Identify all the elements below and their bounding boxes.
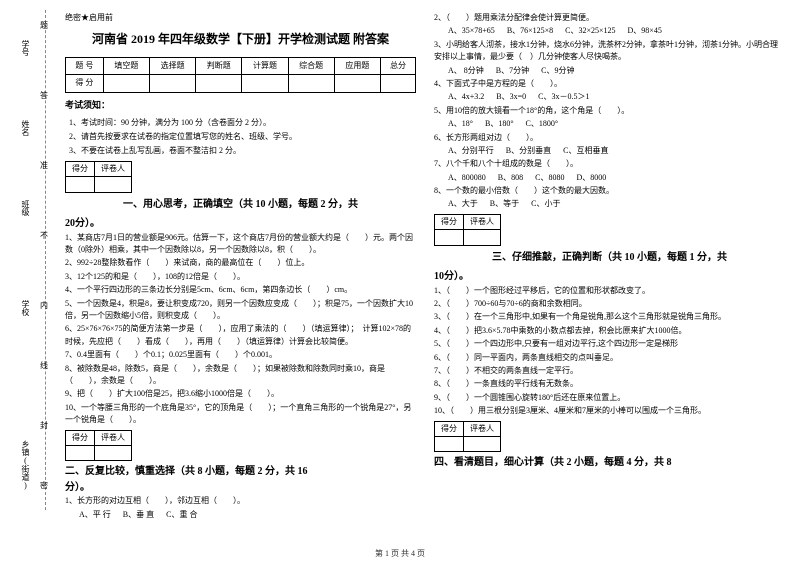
- seal-char-2: 准: [40, 160, 48, 171]
- score-h-3: 判断题: [196, 57, 242, 74]
- notice-2: 2、请首先按要求在试卷的指定位置填写您的姓名、班级、学号。: [69, 131, 416, 143]
- s1-q5: 5、一个因数是4，积是8，要让积变成720，则另一个因数应变成（ ）；积是75，…: [65, 298, 416, 323]
- s1-q1: 1、某商店7月1日的营业额是906元。估算一下，这个商店7月份的营业额大约是（ …: [65, 232, 416, 257]
- notice-3: 3、不要在试卷上乱写乱画，卷面不整洁扣 2 分。: [69, 145, 416, 157]
- s2-q1: 1、长方形的对边互相（ ），邻边互相（ ）。: [65, 495, 416, 507]
- section-3-head-a: 三、仔细推敲，正确判断（共 10 小题，每题 1 分，共: [434, 250, 785, 266]
- section-2-head-b: 分）。: [65, 480, 416, 496]
- score-h-4: 计算题: [242, 57, 288, 74]
- s3-q1: 1、（ ）一个图形经过平移后，它的位置和形状都改变了。: [434, 285, 785, 297]
- s1-q2: 2、992÷28整除数看作（ ）来试商，商的最高位在（ ）位上。: [65, 257, 416, 269]
- seal-char-0: 题: [40, 20, 48, 31]
- s3-q5: 5、（ ）一个四边形中,只要有一组对边平行,这个四边形一定是梯形: [434, 338, 785, 350]
- section-1-head-b: 20分）。: [65, 216, 416, 232]
- mini-score-3: 得分评卷人: [434, 214, 501, 246]
- s3-q3: 3、（ ）在一个三角形中,如果有一个角是锐角,那么这个三角形就是锐角三角形。: [434, 311, 785, 323]
- seal-char-1: 答: [40, 90, 48, 101]
- s3-q8: 8、（ ）一条直线的平行线有无数条。: [434, 378, 785, 390]
- score-h-7: 总分: [380, 57, 415, 74]
- score-h-1: 填空题: [103, 57, 149, 74]
- s3-q9: 9、（ ）一个圆锥围心旋转180°后还在原来位置上。: [434, 392, 785, 404]
- section-4-head: 四、看清题目，细心计算（共 2 小题，每题 4 分，共 8: [434, 457, 672, 468]
- score-row-label: 得 分: [66, 75, 104, 92]
- s2-q4: 4、下面式子中是方程的是（ ）。: [434, 78, 785, 90]
- secret-label: 绝密★启用前: [65, 12, 416, 24]
- binding-label-xuehao: 学号: [20, 40, 31, 56]
- s1-q6: 6、25×76×76×75的简便方法第一步是（ ），应用了乘法的（ ）（填运算律…: [65, 323, 416, 348]
- s3-q2: 2、（ ）700÷60与70÷6的商和余数相同。: [434, 298, 785, 310]
- score-h-0: 题 号: [66, 57, 104, 74]
- s1-q3: 3、12个125的和是（ ），108的12倍是（ ）。: [65, 271, 416, 283]
- score-h-2: 选择题: [149, 57, 195, 74]
- s1-q4: 4、一个平行四边形的三条边长分别是5cm、6cm、6cm，第四条边长（ ）cm。: [65, 284, 416, 296]
- binding-label-xuexiao: 学校: [20, 300, 31, 316]
- binding-label-banji: 班级: [20, 200, 31, 216]
- binding-label-xiangzhen: 乡镇(街道): [20, 440, 31, 490]
- page-footer: 第 1 页 共 4 页: [0, 548, 800, 559]
- s1-q7: 7、0.4里面有（ ）个0.1；0.025里面有（ ）个0.001。: [65, 349, 416, 361]
- s2-q3: 3、小明给客人沏茶，接水1分钟，烧水6分钟，洗茶杯2分钟，拿茶叶1分钟，沏茶1分…: [434, 39, 785, 64]
- page-title: 河南省 2019 年四年级数学【下册】开学检测试题 附答案: [65, 30, 416, 49]
- section-1-head-a: 一、用心思考，正确填空（共 10 小题，每题 2 分，共: [65, 197, 416, 213]
- mini-score-2: 得分评卷人: [65, 430, 132, 462]
- mini-score-4: 得分评卷人: [434, 421, 501, 453]
- s2-q7: 7、八个千和八个十组成的数是（ ）。: [434, 158, 785, 170]
- s3-q10: 10、（ ）用三根分别是3厘米、4厘米和7厘米的小棒可以围成一个三角形。: [434, 405, 785, 417]
- binding-label-xingming: 姓名: [20, 120, 31, 136]
- s1-q10: 10、一个等腰三角形的一个底角是35°，它的顶角是（ ）；一个直角三角形的一个锐…: [65, 402, 416, 427]
- s3-q4: 4、（ ）把3.6×5.78中乘数的小数点都去掉，积会比原来扩大1000倍。: [434, 325, 785, 337]
- s3-q7: 7、（ ）不相交的两条直线一定平行。: [434, 365, 785, 377]
- seal-char-4: 内: [40, 300, 48, 311]
- seal-char-5: 线: [40, 360, 48, 371]
- score-h-5: 综合题: [288, 57, 334, 74]
- notice-heading: 考试须知：: [65, 99, 416, 113]
- s2-q2: 2、（ ）题用乘法分配律会使计算更简便。: [434, 12, 785, 24]
- s1-q8: 8、被除数是48，除数5，商是（ ），余数是（ ）；如果被除数和除数同时乘10，…: [65, 363, 416, 388]
- mini-score-1: 得分评卷人: [65, 161, 132, 193]
- s1-q9: 9、把（ ）扩大100倍是25，把3.6缩小1000倍是（ ）。: [65, 388, 416, 400]
- binding-dashed-line: [45, 10, 46, 510]
- section-3-head-b: 10分）。: [434, 269, 785, 285]
- s3-q6: 6、（ ）同一平面内，两条直线相交的点叫垂足。: [434, 352, 785, 364]
- s2-q8: 8、一个数的最小倍数（ ）这个数的最大因数。: [434, 185, 785, 197]
- score-h-6: 应用题: [334, 57, 380, 74]
- seal-char-3: 不: [40, 230, 48, 241]
- notice-1: 1、考试时间：90 分钟，满分为 100 分（含卷面分 2 分）。: [69, 117, 416, 129]
- seal-char-7: 密: [40, 480, 48, 491]
- score-table: 题 号 填空题 选择题 判断题 计算题 综合题 应用题 总分 得 分: [65, 57, 416, 93]
- s2-q5: 5、用10倍的放大镜看一个18°的角，这个角是（ ）。: [434, 105, 785, 117]
- s2-q6: 6、长方形两组对边（ ）。: [434, 132, 785, 144]
- seal-char-6: 封: [40, 420, 48, 431]
- section-2-head-a: 二、反复比较，慎重选择（共 8 小题，每题 2 分，共 16: [65, 466, 308, 477]
